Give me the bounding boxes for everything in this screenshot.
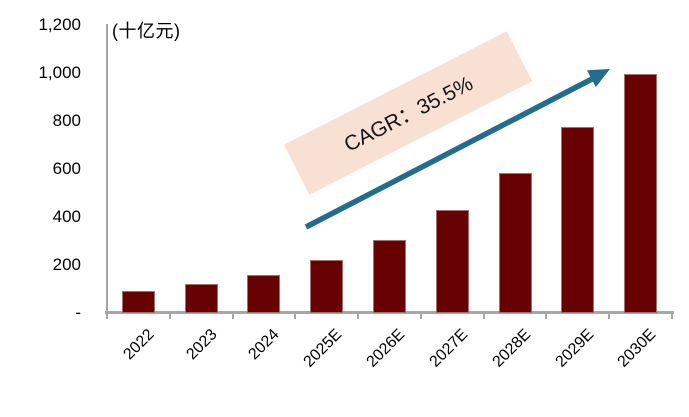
x-axis-label-2024: 2024 (245, 326, 283, 364)
x-axis-label-2023: 2023 (183, 326, 221, 364)
x-axis-tick (419, 313, 422, 319)
x-axis-label-2029E: 2029E (552, 326, 597, 371)
x-axis-tick (231, 313, 234, 319)
x-axis-tick (294, 313, 297, 319)
bar-2030E (624, 74, 658, 313)
y-axis-tick-label: 600 (52, 159, 81, 178)
bar-2022 (121, 291, 155, 313)
x-axis-label-2030E: 2030E (614, 326, 660, 371)
x-axis-tick (106, 313, 108, 319)
y-axis-tick-label: 400 (52, 207, 81, 226)
bar-2026E (373, 239, 406, 313)
bar-2024 (247, 274, 281, 313)
y-axis-tick-label: 200 (52, 255, 81, 274)
x-axis-tick (482, 313, 485, 319)
x-axis-tick (357, 313, 360, 319)
x-axis-tick (608, 313, 611, 319)
bar-2027E (435, 209, 469, 313)
x-axis-tick (545, 313, 548, 319)
x-axis-tick (168, 313, 171, 319)
cagr-banner: CAGR：35.5% (283, 31, 533, 195)
y-axis-tick-label: 1,000 (38, 63, 81, 82)
x-axis-label-2028E: 2028E (489, 326, 535, 371)
y-axis-unit-label: (十亿元) (112, 21, 181, 41)
x-axis-label-2022: 2022 (120, 326, 158, 364)
y-axis-line (106, 24, 108, 315)
cagr-arrow-head (587, 69, 610, 88)
y-axis-tick-label: 1,200 (38, 15, 81, 34)
bar-2028E (498, 172, 532, 313)
y-axis-tick-label: - (75, 303, 81, 322)
bar-2029E (561, 127, 595, 313)
x-axis-label-2025E: 2025E (301, 326, 346, 371)
cagr-label: CAGR：35.5% (340, 72, 477, 157)
x-axis-label-2026E: 2026E (363, 326, 409, 371)
y-axis-tick-label: 800 (52, 111, 81, 130)
bar-2025E (310, 260, 344, 313)
x-axis-label-2027E: 2027E (426, 326, 472, 371)
x-axis-tick (671, 313, 673, 319)
bar-2023 (184, 284, 218, 313)
